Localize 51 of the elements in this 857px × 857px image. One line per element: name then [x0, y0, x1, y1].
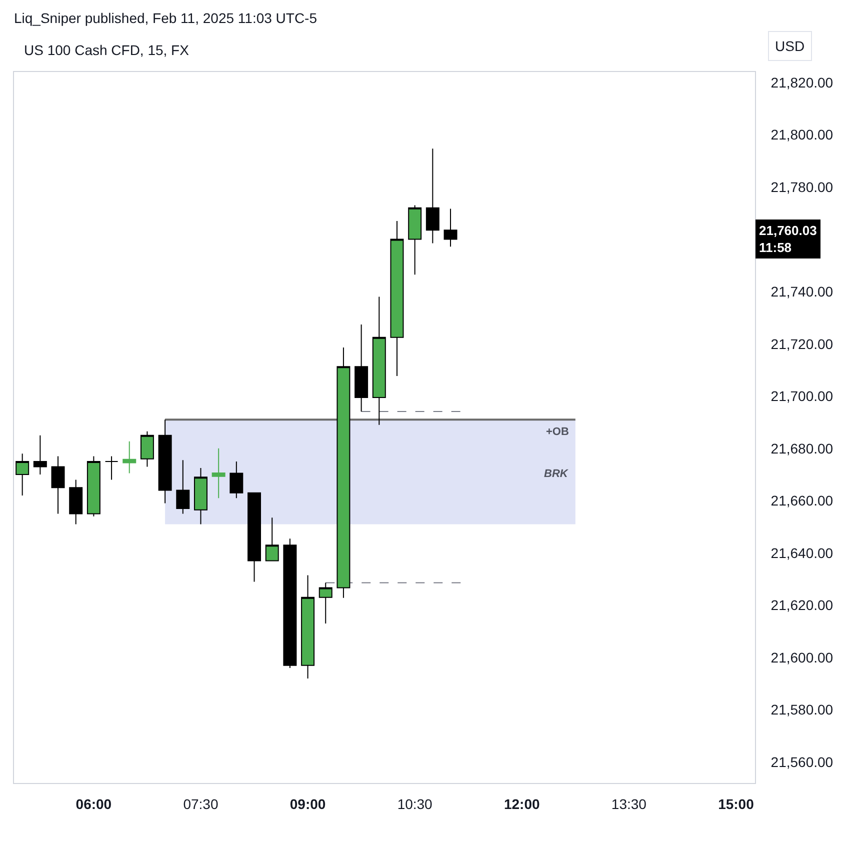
candlestick — [372, 296, 386, 426]
text: 21,760.03 11:58 — [759, 223, 817, 255]
y-tick-label: 21,600.00 — [770, 649, 834, 666]
x-tick-label: 13:30 — [611, 796, 647, 812]
candlestick — [122, 440, 136, 474]
candlestick — [390, 220, 404, 376]
candlestick — [336, 347, 350, 598]
annotation: +OB — [546, 426, 569, 438]
x-tick-label: 10:30 — [397, 796, 433, 812]
x-tick-label: 07:30 — [183, 796, 218, 812]
candlestick — [212, 448, 226, 499]
candlestick — [176, 460, 190, 514]
x-tick-label: 09:00 — [290, 796, 326, 812]
candlestick — [86, 456, 100, 517]
candlestick — [158, 419, 172, 504]
x-tick-label: 12:00 — [504, 796, 540, 812]
candlestick — [354, 324, 368, 412]
candlestick — [104, 456, 118, 480]
x-tick-label: 15:00 — [718, 796, 754, 812]
candlestick — [230, 460, 244, 499]
candlestick — [265, 517, 279, 562]
y-tick-label: 21,560.00 — [770, 754, 834, 770]
candlestick — [283, 538, 297, 668]
candlestick — [444, 208, 458, 248]
y-tick-label: 21,720.00 — [770, 336, 834, 352]
y-tick-label: 21,820.00 — [770, 74, 834, 90]
chart-subtitle: Liq_Sniper published, Feb 11, 2025 11:03 UTC-5 — [14, 10, 318, 26]
chart-title: US 100 Cash CFD, 15, FX — [24, 42, 190, 58]
y-tick-label: 21,680.00 — [770, 440, 834, 456]
candlestick — [426, 148, 440, 244]
y-tick-label: 21,660.00 — [770, 492, 834, 509]
y-tick-label: 21,740.00 — [770, 283, 834, 300]
y-tick-label: 21,700.00 — [770, 388, 834, 404]
candlestick — [69, 479, 83, 525]
candlestick — [408, 204, 422, 276]
y-tick-label: 21,780.00 — [770, 178, 834, 195]
annotation: BRK — [544, 468, 569, 480]
candlestick — [194, 468, 208, 525]
y-tick-label: 21,580.00 — [770, 702, 834, 718]
candlestick — [16, 453, 30, 496]
y-tick-label: 21,800.00 — [770, 126, 834, 143]
candlestick — [248, 492, 261, 582]
candlestick — [318, 582, 332, 624]
text: USD — [775, 38, 805, 54]
candlestick — [140, 430, 154, 468]
candlestick — [51, 456, 65, 514]
candlestick — [33, 434, 47, 476]
x-tick-label: 06:00 — [76, 796, 112, 812]
y-tick-label: 21,640.00 — [770, 544, 834, 561]
y-tick-label: 21,620.00 — [770, 597, 834, 614]
candlestick — [301, 574, 315, 679]
